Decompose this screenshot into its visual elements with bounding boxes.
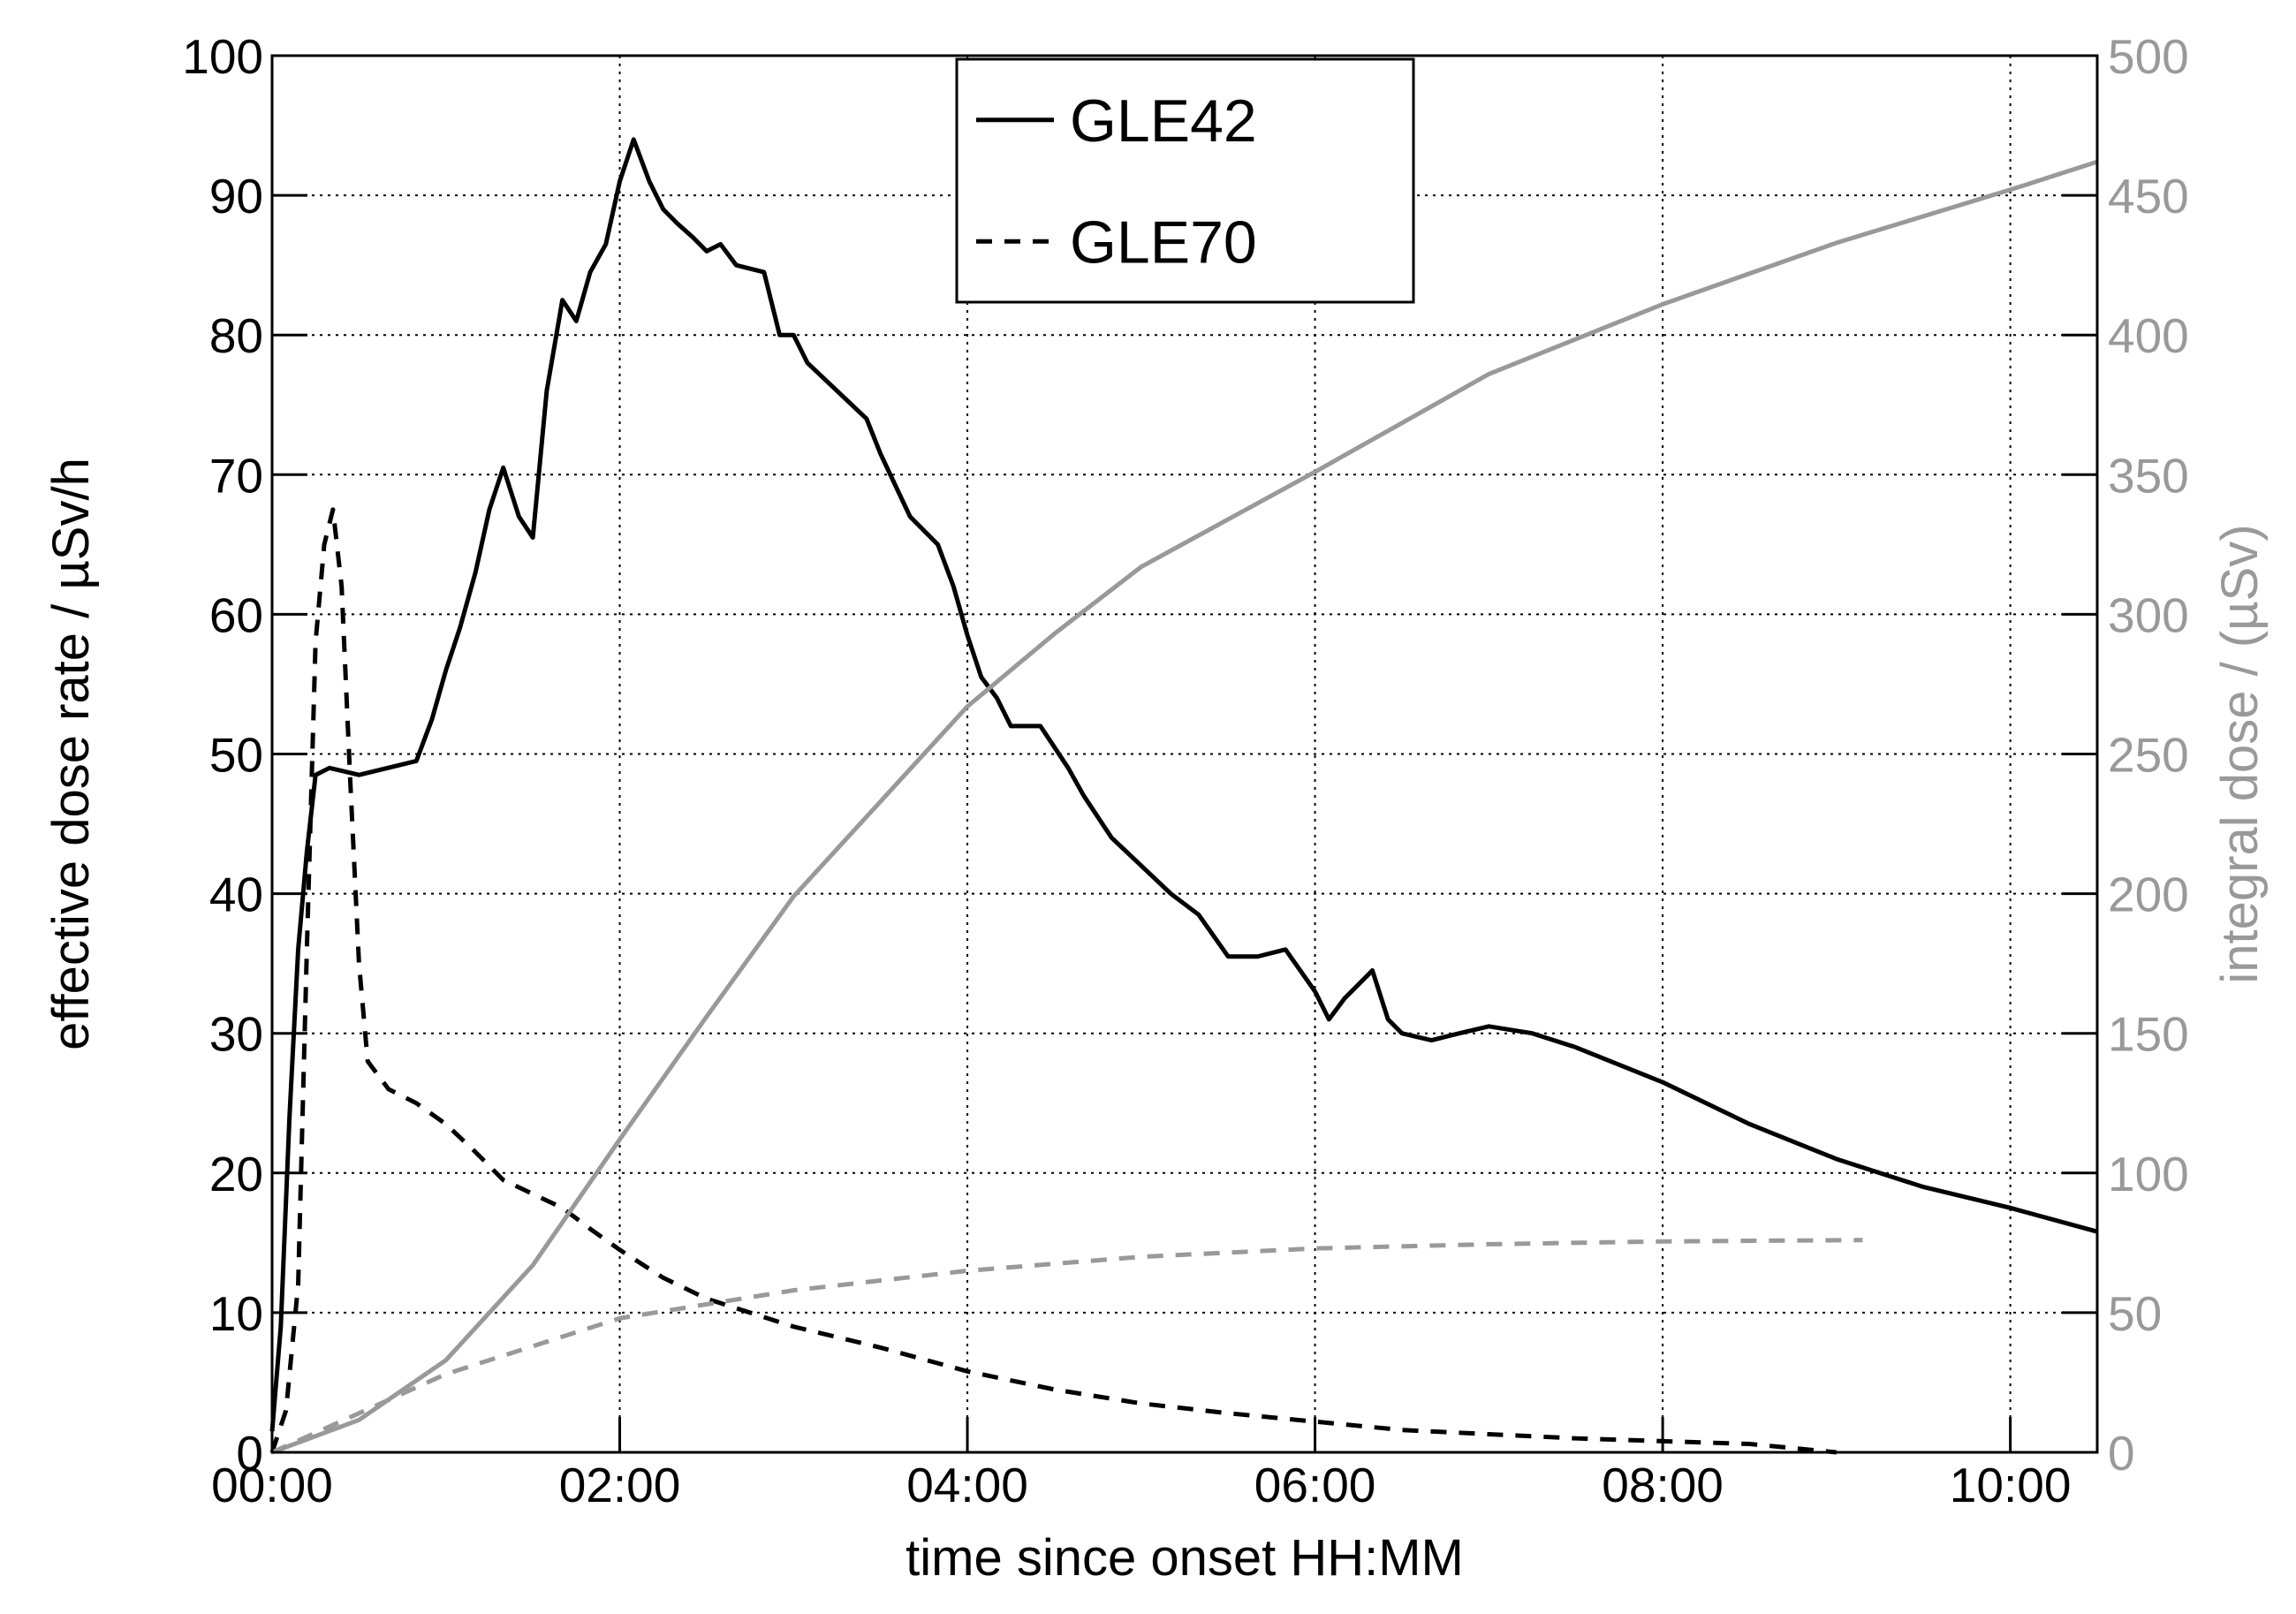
data-line: [270, 1238, 1863, 1455]
y-tick-label: 100: [182, 29, 263, 84]
y-tick-label: 50: [209, 728, 263, 783]
data-line: [271, 159, 2098, 1455]
legend-box: [955, 57, 1415, 304]
y2-tick-label: 200: [2108, 868, 2189, 922]
legend: GLE42 GLE70: [955, 57, 1415, 304]
x-tick-label: 10:00: [1950, 1458, 2072, 1512]
legend-label: GLE70: [1070, 208, 1257, 276]
x-axis-label: time since onset HH:MM: [906, 1529, 1464, 1587]
data-line: [269, 507, 1838, 1455]
legend-label: GLE42: [1070, 87, 1257, 155]
y2-axis-label: integral dose / (µSv): [2211, 524, 2269, 983]
y2-tick-label: 450: [2108, 169, 2189, 224]
data-line: [269, 137, 2098, 1432]
x-tick-label: 02:00: [559, 1458, 681, 1512]
y-tick-label: 80: [209, 308, 263, 363]
y2-tick-label: 350: [2108, 448, 2189, 503]
x-tick-label: 04:00: [906, 1458, 1028, 1512]
y2-tick-label: 250: [2108, 728, 2189, 783]
x-tick-label: 00:00: [211, 1458, 333, 1512]
y-tick-label: 0: [236, 1426, 263, 1481]
y2-tick-label: 400: [2108, 308, 2189, 363]
y2-tick-label: 100: [2108, 1147, 2189, 1201]
y-tick-label: 90: [209, 169, 263, 224]
y2-tick-label: 50: [2108, 1286, 2162, 1341]
y-tick-label: 60: [209, 587, 263, 642]
y-tick-label: 20: [209, 1147, 263, 1201]
plot-frame: [270, 54, 2099, 1454]
y2-tick-label: 300: [2108, 587, 2189, 642]
y2-tick-label: 500: [2108, 29, 2189, 84]
y-axis-label: effective dose rate / µSv/h: [42, 458, 100, 1050]
y-tick-label: 10: [209, 1286, 263, 1341]
y2-tick-label: 150: [2108, 1007, 2189, 1062]
x-tick-label: 06:00: [1254, 1458, 1376, 1512]
y-tick-label: 70: [209, 448, 263, 503]
y2-tick-label: 0: [2108, 1426, 2135, 1481]
y-tick-label: 30: [209, 1007, 263, 1062]
x-tick-label: 08:00: [1602, 1458, 1724, 1512]
y-tick-label: 40: [209, 868, 263, 922]
